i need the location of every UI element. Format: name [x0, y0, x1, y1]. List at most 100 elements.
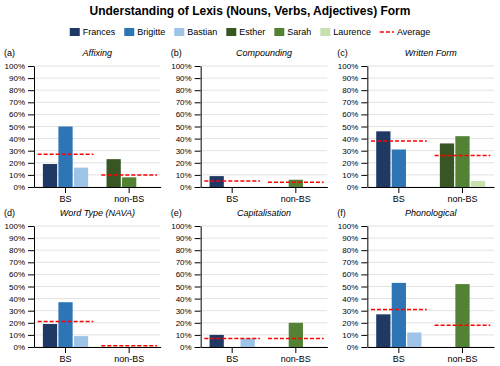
tick-mark	[65, 187, 66, 193]
grid	[34, 66, 161, 187]
grid-line	[367, 66, 494, 67]
tick: 80%	[9, 246, 34, 255]
tick-label: BS	[393, 354, 405, 364]
tick-label: 20%	[9, 319, 25, 328]
bar	[58, 302, 72, 347]
tick-mark	[361, 66, 367, 67]
panel: (d)Word Type (NAVA)0%10%20%30%40%50%60%7…	[4, 208, 161, 364]
grid	[34, 226, 161, 347]
tick-label: 80%	[176, 246, 192, 255]
panel-title: Affixing	[82, 48, 113, 58]
axis-line	[201, 187, 328, 188]
panel: (f)Phonological0%10%20%30%40%50%60%70%80…	[337, 208, 494, 364]
legend-label: Frances	[83, 27, 116, 37]
tick-label: 100%	[338, 62, 358, 71]
tick-mark	[28, 347, 34, 348]
legend-swatch	[124, 28, 134, 36]
plot: 0%10%20%30%40%50%60%70%80%90%100%BSnon-B…	[5, 62, 162, 204]
grid-line	[201, 150, 328, 151]
legend-swatch	[70, 28, 80, 36]
tick: 0%	[180, 183, 201, 192]
tick: 70%	[342, 98, 367, 107]
tick-mark	[28, 250, 34, 251]
tick-mark	[361, 250, 367, 251]
tick-mark	[195, 127, 201, 128]
tick-label: 0%	[347, 183, 359, 192]
tick: 100%	[338, 222, 367, 231]
grid-line	[367, 126, 494, 127]
bar	[304, 347, 318, 348]
marks	[371, 131, 490, 187]
bar	[455, 284, 469, 347]
tick-mark	[28, 151, 34, 152]
grid-line	[201, 102, 328, 103]
tick: 90%	[342, 74, 367, 83]
tick: 60%	[342, 110, 367, 119]
tick-mark	[195, 274, 201, 275]
tick-mark	[195, 66, 201, 67]
tick: 40%	[342, 135, 367, 144]
tick-mark	[361, 127, 367, 128]
bar	[43, 324, 57, 347]
grid-line	[201, 238, 328, 239]
tick: 10%	[342, 331, 367, 340]
tick-label: 10%	[176, 171, 192, 180]
grid-line	[367, 286, 494, 287]
average-line	[101, 345, 157, 347]
legend-item: Sarah	[274, 27, 311, 37]
bar	[455, 136, 469, 187]
panel: (a)Affixing0%10%20%30%40%50%60%70%80%90%…	[4, 48, 161, 204]
tick-label: BS	[226, 194, 238, 204]
grid-line	[201, 274, 328, 275]
grid-line	[34, 126, 161, 127]
tick: BS	[59, 347, 71, 364]
tick: 30%	[342, 147, 367, 156]
grid	[201, 66, 328, 187]
grid-line	[367, 262, 494, 263]
tick: non-BS	[114, 347, 144, 364]
grid-line	[34, 238, 161, 239]
tick: 60%	[9, 270, 34, 279]
average-line	[435, 324, 491, 326]
tick-mark	[28, 187, 34, 188]
bar	[138, 347, 152, 348]
grid-line	[201, 250, 328, 251]
tick-mark	[195, 299, 201, 300]
panel-title: Phonological	[405, 208, 458, 218]
tick-label: 30%	[342, 307, 358, 316]
grid-line	[34, 66, 161, 67]
grid-line	[201, 174, 328, 175]
legend-swatch	[226, 28, 236, 36]
tick-mark	[129, 187, 130, 193]
panel: (b)Compounding0%10%20%30%40%50%60%70%80%…	[171, 48, 328, 204]
tick-mark	[28, 274, 34, 275]
tick-mark	[361, 139, 367, 140]
tick: BS	[393, 347, 405, 364]
tick-label: 50%	[342, 123, 358, 132]
tick-mark	[28, 226, 34, 227]
tick: 70%	[9, 258, 34, 267]
panel-title: Capitalisation	[237, 208, 291, 218]
tick-mark	[28, 139, 34, 140]
tick-label: 0%	[13, 343, 25, 352]
marks	[371, 283, 490, 347]
bar	[225, 187, 239, 188]
tick: 0%	[347, 343, 368, 352]
average-line	[268, 181, 324, 183]
grid-line	[34, 250, 161, 251]
tick: 30%	[176, 307, 201, 316]
tick: 50%	[176, 283, 201, 292]
tick-mark	[195, 139, 201, 140]
marks	[204, 323, 323, 347]
legend-label: Bastian	[187, 27, 217, 37]
tick-label: 10%	[342, 171, 358, 180]
tick-mark	[195, 250, 201, 251]
tick: 0%	[13, 343, 34, 352]
tick-mark	[28, 335, 34, 336]
tick-label: 100%	[338, 222, 358, 231]
tick: 40%	[342, 295, 367, 304]
bar	[440, 347, 454, 348]
tick-label: 30%	[9, 307, 25, 316]
panel: (c)Written Form0%10%20%30%40%50%60%70%80…	[337, 48, 494, 204]
axis-line	[201, 227, 202, 348]
